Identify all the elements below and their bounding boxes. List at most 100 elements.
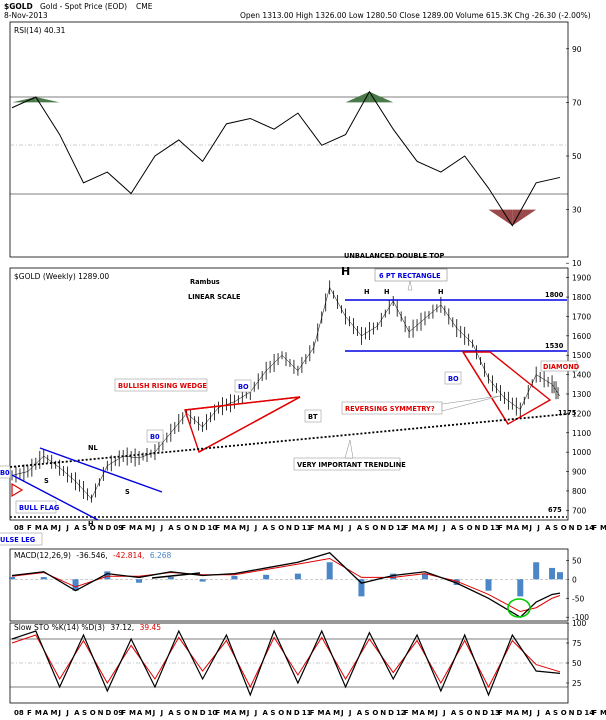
left-red-triangle <box>11 482 24 498</box>
rsi-overbought-fill-15 <box>345 91 370 103</box>
price-month-40: J <box>340 524 344 532</box>
rsi-oversold-fill-21 <box>488 209 513 226</box>
price-month-43: S <box>365 524 370 532</box>
sto-month-65: J <box>536 709 540 717</box>
sto-month-30: A <box>263 709 269 717</box>
level-675-label: 675 <box>548 506 562 514</box>
macd-value-3: 6.268 <box>150 551 172 560</box>
macd-hist-bar-14 <box>453 579 460 585</box>
sto-month-40: J <box>340 709 344 717</box>
diamond-left-edge <box>462 351 509 425</box>
sto-month-37: M <box>317 709 324 717</box>
diamond-label: DIAMOND <box>543 363 580 371</box>
price-month-36: F <box>310 524 315 532</box>
price-tick-11: 800 <box>572 487 587 496</box>
price-month-11: 09 <box>113 524 123 532</box>
macd-frame <box>9 548 569 622</box>
price-tick-3: 1600 <box>572 332 591 341</box>
unbalanced-double-top-label: UNBALANCED DOUBLE TOP <box>344 252 444 260</box>
h-label-3: H <box>438 288 444 296</box>
sto-month-64: J <box>528 709 532 717</box>
price-month-14: A <box>137 524 143 532</box>
price-month-47: 12 <box>396 524 406 532</box>
bullish-rising-wedge-label: BULLISH RISING WEDGE <box>118 382 207 390</box>
level-1175-label: 1175 <box>558 409 577 417</box>
sto-month-42: A <box>357 709 363 717</box>
macd-hist-bar-13 <box>421 573 428 580</box>
sto-month-49: M <box>412 709 419 717</box>
quote-line: Open 1313.00 High 1326.00 Low 1280.50 Cl… <box>240 11 591 20</box>
sto-month-63: M <box>522 709 529 717</box>
price-tick-1: 1800 <box>572 293 591 302</box>
sto-month-51: M <box>427 709 434 717</box>
price-month-0: F <box>27 524 32 532</box>
sto-month-48: F <box>404 709 409 717</box>
sto-month-1: M <box>35 709 42 717</box>
price-label: $GOLD (Weekly) 1289.00 <box>14 272 109 281</box>
head-h-label: H <box>341 265 350 278</box>
instrument-name: Gold - Spot Price (EOD) <box>40 2 127 11</box>
price-month-70: D <box>577 524 583 532</box>
sto-month-70: D <box>577 709 583 717</box>
macd-hist-bar-0 <box>9 577 15 580</box>
bull-flag-label: BULL FLAG <box>19 504 59 512</box>
sto-month-58: D <box>482 709 488 717</box>
price-tick-4: 1500 <box>572 351 591 360</box>
head-low-label: H <box>88 520 94 528</box>
sto-month-36: F <box>310 709 315 717</box>
price-month-64: J <box>528 524 532 532</box>
rsi-tick-0: 90 <box>572 45 582 54</box>
price-month-66: A <box>545 524 551 532</box>
price-month-44: O <box>372 524 378 532</box>
sto-tick-2: 50 <box>572 659 582 668</box>
reversing-symmetry-pointer <box>441 395 501 412</box>
macd-trend-line <box>151 572 201 579</box>
sto-month-45: N <box>380 709 386 717</box>
price-month-10: D <box>106 524 112 532</box>
price-month-23: 10 <box>208 524 218 532</box>
sto-month-69: N <box>569 709 575 717</box>
sto-month-62: A <box>514 709 520 717</box>
sto-month-first: 08 <box>14 709 24 717</box>
macd-hist-bar-4 <box>136 579 143 583</box>
macd-hist-bar-15 <box>485 579 492 591</box>
sto-month-11: 09 <box>113 709 123 717</box>
price-tick-5: 1400 <box>572 371 591 380</box>
level-1530-label: 1530 <box>545 342 564 350</box>
price-month-6: A <box>74 524 80 532</box>
price-month-58: D <box>482 524 488 532</box>
price-month-41: J <box>348 524 352 532</box>
price-month-18: A <box>168 524 174 532</box>
price-month-30: A <box>263 524 269 532</box>
sto-month-39: M <box>333 709 340 717</box>
bo-label-1: BO <box>448 375 459 383</box>
symbol-label: $GOLD <box>4 2 33 11</box>
price-tick-0: 1900 <box>572 274 591 283</box>
sto-month-34: D <box>294 709 300 717</box>
trendline-callout-pointer <box>344 439 354 459</box>
rectangle-callout-box <box>374 268 448 282</box>
macd-tick-0: 50 <box>572 556 582 565</box>
price-month-12: F <box>121 524 126 532</box>
sto-month-55: S <box>459 709 464 717</box>
price-month-39: M <box>333 524 340 532</box>
reversing-symmetry-label: REVERSING SYMMETRY? <box>345 405 435 413</box>
linear-scale-label: LINEAR SCALE <box>188 293 241 301</box>
price-month-16: J <box>152 524 156 532</box>
price-month-61: M <box>506 524 513 532</box>
price-month-59: 13 <box>490 524 500 532</box>
sto-month-67: S <box>553 709 558 717</box>
sto-month-12: F <box>121 709 126 717</box>
sto-month-31: S <box>270 709 275 717</box>
bull-flag-lower-line <box>11 474 99 521</box>
price-month-35: 11 <box>302 524 312 532</box>
macd-line <box>11 552 561 619</box>
price-month-71: 14 <box>584 524 594 532</box>
sto-month-6: A <box>74 709 80 717</box>
level-1800-label: 1800 <box>545 291 564 299</box>
sto-month-14: A <box>137 709 143 717</box>
macd-plot <box>9 552 568 619</box>
rsi-tick-4: 10 <box>572 259 582 268</box>
sto-tick-1: 75 <box>572 639 582 648</box>
price-month-45: N <box>380 524 386 532</box>
